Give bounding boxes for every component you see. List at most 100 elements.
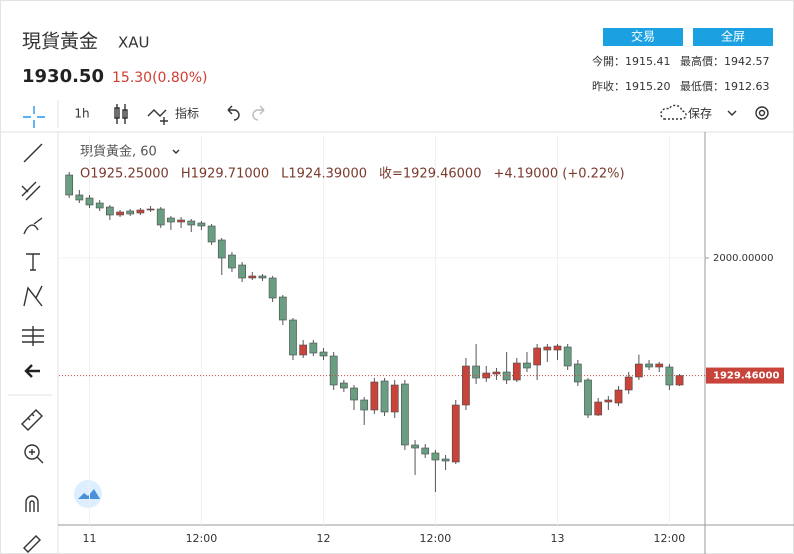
legend-title: 現貨黃金, 60 xyxy=(80,144,157,160)
candle-body xyxy=(329,355,338,386)
candle-body xyxy=(614,389,623,404)
text-tool[interactable] xyxy=(26,253,40,271)
magnet-tool[interactable] xyxy=(25,495,39,512)
trade-button[interactable] xyxy=(603,28,683,46)
last-price-box xyxy=(706,367,784,384)
candle-body xyxy=(370,381,379,411)
last-price-label: 1929.46000 xyxy=(713,371,779,382)
candle-body xyxy=(553,345,562,351)
zoom-tool-plus xyxy=(29,449,44,464)
candle-body xyxy=(543,346,552,351)
ohlc-label: 收=1929.46000 xyxy=(379,167,481,182)
indicators[interactable]: 指标 xyxy=(175,106,199,121)
dropdown-icon[interactable] xyxy=(727,110,737,116)
candle-body xyxy=(675,375,684,386)
candle-body xyxy=(380,380,389,413)
candle-body xyxy=(319,351,328,357)
candle-body xyxy=(594,401,603,416)
candle-body xyxy=(85,197,94,206)
x-tick-label: 12:00 xyxy=(654,532,686,545)
crosshair-icon[interactable] xyxy=(23,106,45,128)
ruler-tool[interactable] xyxy=(21,409,43,431)
candle-body xyxy=(533,347,542,366)
symbol: XAU xyxy=(118,34,150,52)
candle-body xyxy=(635,363,643,378)
candle-body xyxy=(65,174,74,196)
candle-body xyxy=(228,254,236,269)
candle-body xyxy=(604,399,613,403)
ohlc-label: H1929.71000 xyxy=(181,167,269,182)
candle-body xyxy=(645,363,653,368)
candle-body xyxy=(106,206,114,216)
top-toolbar: 1h 指标 保存 xyxy=(23,100,769,128)
x-tick-label: 13 xyxy=(550,532,564,545)
candle-body xyxy=(278,296,287,321)
candle-body xyxy=(451,404,460,463)
candle-body xyxy=(624,376,633,391)
x-tick-label: 11 xyxy=(83,532,97,545)
candle-body xyxy=(207,225,216,243)
candle-body xyxy=(75,194,84,201)
legend-dropdown[interactable] xyxy=(172,149,180,154)
candle-body xyxy=(156,208,165,226)
redo-icon[interactable] xyxy=(252,105,265,121)
candle-body xyxy=(411,444,419,449)
candle-body xyxy=(584,379,592,416)
x-tick-label: 12 xyxy=(317,532,331,545)
stat: 昨收：1915.20 xyxy=(592,79,671,93)
candle-body xyxy=(492,371,501,375)
candle-body xyxy=(655,363,664,368)
pattern-tool[interactable] xyxy=(23,285,43,307)
fullscreen-button-label[interactable]: 全屏 xyxy=(721,29,745,44)
settings-icon-center xyxy=(758,109,766,117)
candle-body xyxy=(350,387,358,401)
candle-body xyxy=(238,264,246,279)
candle-body xyxy=(116,211,124,216)
candle-body xyxy=(309,342,318,354)
title: 現貨黃金 xyxy=(22,31,98,53)
zoom-tool[interactable] xyxy=(24,444,40,460)
ohlc-label: O1925.25000 xyxy=(80,167,169,182)
logo-mark xyxy=(78,489,100,499)
price: 1930.50 xyxy=(22,66,104,87)
candle-body xyxy=(126,210,135,215)
y-tick-label: 2000.00000 xyxy=(713,253,773,264)
left-toolbar xyxy=(8,132,102,554)
candle-body xyxy=(462,365,470,406)
save[interactable]: 保存 xyxy=(688,107,712,121)
candle-body xyxy=(187,220,196,226)
x-tick-label: 12:00 xyxy=(420,532,452,545)
candle-body xyxy=(289,319,297,356)
interval[interactable]: 1h xyxy=(74,107,89,121)
trade-button-label[interactable]: 交易 xyxy=(631,29,655,44)
stat: 最高價：1942.57 xyxy=(680,54,770,68)
x-tick-label: 12:00 xyxy=(186,532,218,545)
measure-tool[interactable] xyxy=(22,326,44,346)
candle-body xyxy=(472,365,480,379)
candle-body xyxy=(299,344,308,356)
settings-icon[interactable] xyxy=(755,106,769,120)
brush-tool[interactable] xyxy=(23,217,43,235)
candle-body xyxy=(390,384,399,413)
logo-badge[interactable] xyxy=(74,480,102,508)
lock-tool[interactable] xyxy=(23,535,41,553)
candle-body xyxy=(339,382,348,389)
candle-body xyxy=(523,362,531,369)
line-tool[interactable] xyxy=(23,143,43,163)
ohlc-label: +4.19000 (+0.22%) xyxy=(493,167,624,182)
indicator-icon[interactable] xyxy=(147,109,168,125)
fullscreen-button[interactable] xyxy=(693,28,773,46)
candle-body xyxy=(146,208,155,211)
stat: 今開：1915.41 xyxy=(592,54,671,68)
fib-tool[interactable] xyxy=(21,181,41,201)
candle-body xyxy=(95,202,104,209)
back-tool[interactable] xyxy=(24,364,40,378)
change: 15.30(0.80%) xyxy=(112,70,207,86)
candle-body xyxy=(167,217,175,223)
ohlc-label: L1924.39000 xyxy=(281,167,367,182)
candle-body xyxy=(177,219,185,223)
undo-icon[interactable] xyxy=(227,105,240,121)
candle-body xyxy=(512,362,521,381)
candles-icon[interactable] xyxy=(114,104,128,124)
candle-body xyxy=(248,275,257,279)
